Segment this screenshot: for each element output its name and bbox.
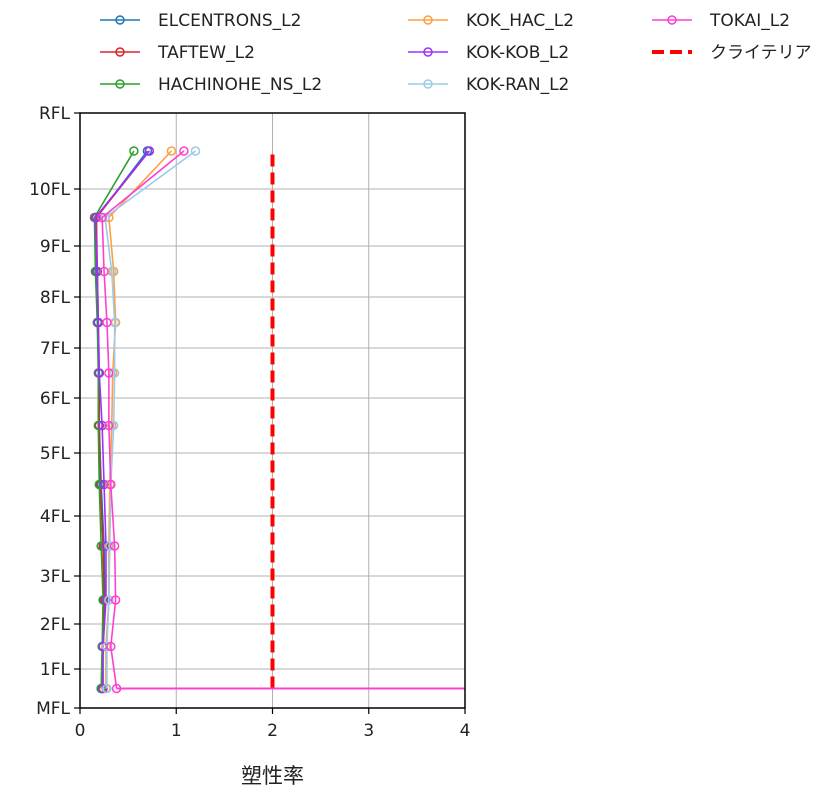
data-point <box>94 479 104 490</box>
y-tick-label: MFL <box>36 699 70 719</box>
legend-entry: KOK_HAC_L2 <box>408 11 574 31</box>
legend-entry: TOKAI_L2 <box>652 11 790 31</box>
data-point <box>110 595 121 605</box>
legend-label: TOKAI_L2 <box>709 11 790 31</box>
data-point <box>166 146 177 156</box>
y-tick-label: 6FL <box>40 389 71 409</box>
data-point <box>106 641 116 652</box>
series-line <box>95 150 150 689</box>
legend-marker <box>423 15 433 25</box>
data-point <box>104 595 114 605</box>
data-point <box>102 317 112 328</box>
legend-marker <box>115 79 125 89</box>
x-tick-label: 2 <box>267 721 278 741</box>
x-tick-label: 4 <box>460 721 471 741</box>
data-point <box>105 541 115 551</box>
data-point <box>100 212 110 223</box>
x-tick-label: 3 <box>363 721 374 741</box>
data-point <box>109 368 120 378</box>
legend-entry: KOK-KOB_L2 <box>408 43 569 63</box>
y-tick-label: 8FL <box>40 288 71 308</box>
series-KOK-KOB_L2 <box>90 146 155 694</box>
legend-marker <box>667 15 677 25</box>
y-tick-label: 2FL <box>40 615 71 635</box>
x-axis-label: 塑性率 <box>241 764 304 788</box>
data-point <box>102 683 112 694</box>
data-point <box>106 479 116 490</box>
legend-label: KOK-RAN_L2 <box>466 75 569 95</box>
legend-label: ELCENTRONS_L2 <box>158 11 301 31</box>
series-layer <box>89 146 201 694</box>
data-point <box>104 368 114 378</box>
legend-marker <box>115 47 125 57</box>
y-tick-label: 3FL <box>40 567 71 587</box>
y-tick-label: 5FL <box>40 444 71 464</box>
data-point <box>109 541 120 551</box>
x-axis: 0 1 2 3 4 <box>75 708 471 741</box>
data-point <box>144 146 155 156</box>
legend-marker <box>115 15 125 25</box>
legend-entry: HACHINOHE_NS_L2 <box>100 75 322 95</box>
y-tick-label: 9FL <box>40 237 71 257</box>
data-point <box>99 266 109 277</box>
legend-label: KOK-KOB_L2 <box>466 43 569 63</box>
x-tick-label: 0 <box>75 721 86 741</box>
data-point <box>99 479 109 490</box>
data-point <box>94 368 104 378</box>
series-KOK-RAN_L2 <box>100 146 201 694</box>
data-point <box>104 420 114 431</box>
legend-label: TAFTEW_L2 <box>157 43 255 63</box>
data-point <box>97 212 107 223</box>
series-line <box>104 150 196 689</box>
series-line <box>105 150 173 689</box>
legend-entry: ELCENTRONS_L2 <box>100 11 301 31</box>
data-point <box>90 212 101 223</box>
legend-label: KOK_HAC_L2 <box>466 11 574 31</box>
y-tick-label: 10FL <box>29 180 70 200</box>
data-point <box>92 266 103 277</box>
legend-entry: KOK-RAN_L2 <box>408 75 569 95</box>
data-point <box>98 595 108 605</box>
series-line <box>94 150 150 689</box>
legend-entry: TAFTEW_L2 <box>100 43 255 63</box>
legend-marker <box>423 79 433 89</box>
legend-label: クライテリア <box>710 43 812 63</box>
data-point <box>101 595 111 605</box>
criteria-layer <box>116 151 465 690</box>
data-point <box>179 146 189 156</box>
legend-entry: クライテリア <box>652 43 812 63</box>
x-tick-label: 1 <box>171 721 182 741</box>
series-TOKAI_L2 <box>97 146 189 694</box>
legend-marker <box>423 47 433 57</box>
y-tick-label: 7FL <box>40 339 71 359</box>
legend: ELCENTRONS_L2 TAFTEW_L2 HACHINOHE_NS_L2 KOK… <box>100 11 812 95</box>
y-tick-label: 1FL <box>40 660 71 680</box>
y-tick-label: RFL <box>39 104 71 124</box>
y-tick-label: 4FL <box>40 507 71 527</box>
data-point <box>108 420 119 431</box>
series-line <box>101 150 185 689</box>
y-axis: MFL 1FL 2FL 3FL 4FL 5FL 6FL 7FL 8FL 9FL 10FL RFL <box>29 104 80 719</box>
data-point <box>190 146 201 156</box>
legend-label: HACHINOHE_NS_L2 <box>158 75 322 95</box>
data-point <box>97 420 107 431</box>
data-point <box>129 146 139 156</box>
